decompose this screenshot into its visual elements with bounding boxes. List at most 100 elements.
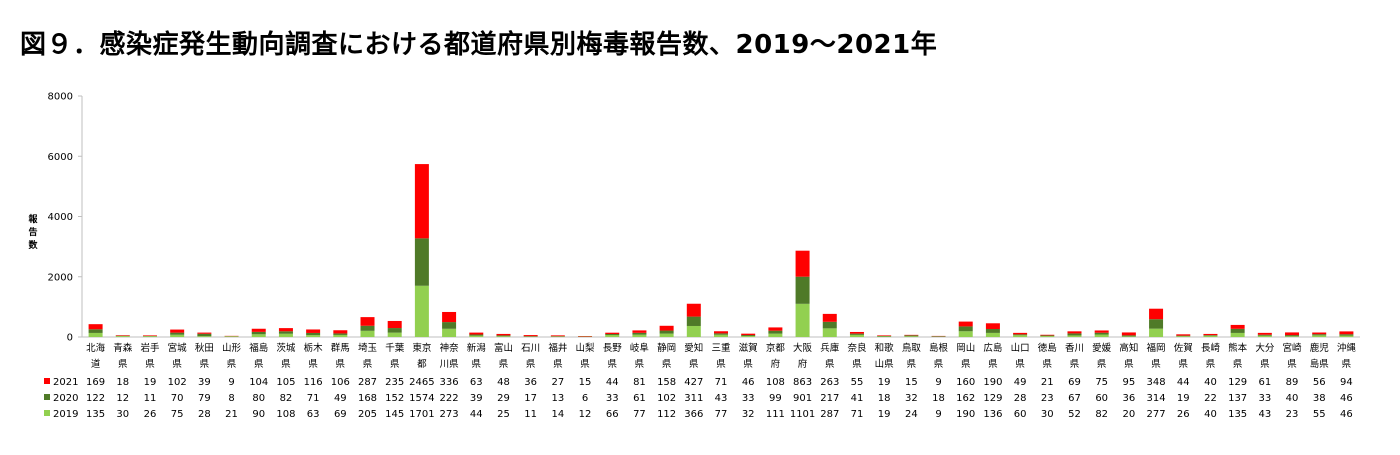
legend-label-2019: 2019	[53, 409, 78, 420]
x-tick-label-line1: 富山	[494, 342, 513, 354]
bar-segment-2021	[1149, 308, 1164, 320]
data-table-cell-2021: 15	[905, 377, 918, 388]
bar-segment-2020	[360, 325, 375, 331]
data-table-cell-2019: 75	[171, 409, 184, 420]
bar-segment-2019	[849, 334, 864, 337]
bar-segment-2020	[1067, 333, 1082, 336]
x-tick-label-line2: 府	[798, 358, 808, 370]
data-table-cell-2020: 49	[334, 393, 347, 404]
y-axis-label-char: 告	[28, 226, 37, 238]
bar-segment-2021	[1176, 334, 1191, 336]
data-table-cell-2021: 69	[1068, 377, 1081, 388]
bar-segment-2019	[795, 303, 810, 337]
data-table-cell-2019: 136	[983, 409, 1002, 420]
data-table-cell-2021: 71	[715, 377, 728, 388]
data-table-cell-2021: 2465	[409, 377, 434, 388]
x-tick-label-line1: 石川	[521, 343, 540, 354]
data-table-cell-2021: 44	[1177, 377, 1190, 388]
data-table-cell-2020: 60	[1095, 393, 1108, 404]
data-table-cell-2019: 12	[579, 409, 592, 420]
x-tick-label-line2: 県	[336, 359, 346, 370]
bar-segment-2021	[795, 250, 810, 277]
data-table-cell-2020: 217	[820, 393, 839, 404]
x-tick-label-line1: 奈良	[847, 342, 867, 354]
bar-segment-2020	[686, 316, 701, 326]
x-tick-label-line2: 県	[363, 359, 373, 370]
bar-segment-2019	[1257, 335, 1272, 337]
x-tick-label-line2: 県	[852, 359, 862, 370]
bar-segment-2020	[741, 335, 756, 337]
x-tick-label-line2: 島県	[1310, 358, 1330, 370]
bar-segment-2021	[877, 335, 892, 336]
bar-segment-2021	[1203, 333, 1218, 336]
data-table-cell-2019: 111	[766, 409, 785, 420]
y-tick-label: 6000	[48, 152, 73, 163]
x-tick-label-line1: 長崎	[1201, 342, 1221, 354]
data-table-cell-2020: 129	[983, 393, 1002, 404]
x-tick-label-line2: 県	[907, 359, 917, 370]
x-tick-label-line2: 県	[499, 359, 509, 370]
data-table-cell-2020: 67	[1068, 393, 1081, 404]
data-table-cell-2021: 336	[440, 377, 459, 388]
data-table-cell-2020: 32	[905, 393, 918, 404]
bar-segment-2019	[1067, 335, 1082, 337]
bar-segment-2021	[387, 320, 402, 329]
data-table-cell-2020: 162	[956, 393, 975, 404]
x-tick-label-line2: 県	[1342, 359, 1352, 370]
bar-segment-2021	[306, 329, 321, 333]
x-tick-label-line2: 県	[743, 359, 753, 370]
x-tick-label-line2: 県	[988, 359, 998, 370]
data-table-cell-2019: 28	[198, 409, 211, 420]
bar-segment-2020	[469, 334, 484, 336]
x-tick-label-line1: 愛媛	[1092, 342, 1112, 354]
x-tick-label-line2: 県	[1179, 359, 1189, 370]
bar-segment-2019	[605, 335, 620, 337]
data-table-cell-2019: 19	[878, 409, 891, 420]
bar-segment-2021	[523, 335, 538, 337]
x-tick-label-line2: 県	[825, 359, 835, 370]
x-tick-label-line2: 県	[553, 359, 563, 370]
bar-segment-2021	[496, 333, 511, 336]
y-tick-label: 8000	[48, 92, 73, 103]
x-tick-label-line1: 岐阜	[630, 342, 649, 354]
data-table-cell-2019: 20	[1123, 409, 1136, 420]
bar-segment-2020	[931, 336, 946, 337]
data-table-cell-2021: 427	[684, 377, 703, 388]
x-tick-label-line1: 千葉	[385, 342, 405, 354]
x-tick-label-line1: 福島	[249, 342, 268, 354]
x-tick-label-line2: 山県	[875, 359, 895, 370]
bar-segment-2021	[1040, 334, 1055, 336]
x-tick-label-line2: 県	[472, 359, 482, 370]
bar-segment-2020	[1094, 332, 1109, 335]
data-table-cell-2020: 71	[307, 393, 320, 404]
legend-key-2020	[44, 394, 50, 400]
bar-segment-2019	[822, 328, 837, 337]
bar-segment-2020	[442, 322, 457, 329]
x-tick-label-line2: 県	[1097, 359, 1107, 370]
x-tick-label-line2: 県	[961, 359, 971, 370]
data-table-cell-2021: 102	[168, 377, 187, 388]
data-table-cell-2019: 66	[606, 409, 619, 420]
data-table-cell-2020: 1574	[409, 393, 434, 404]
chart-title: 図９．感染症発生動向調査における都道府県別梅毒報告数、2019～2021年	[20, 30, 938, 60]
data-table-cell-2021: 95	[1123, 377, 1136, 388]
data-table-cell-2020: 314	[1147, 393, 1166, 404]
data-table-cell-2019: 90	[252, 409, 265, 420]
bar-segment-2019	[904, 336, 919, 337]
data-table-cell-2020: 168	[358, 393, 377, 404]
x-tick-label-line2: 県	[390, 359, 400, 370]
x-tick-label-line2: 県	[1070, 359, 1080, 370]
x-tick-label-line1: 広島	[983, 342, 1002, 354]
bar-segment-2020	[1257, 334, 1272, 336]
data-table-cell-2020: 28	[1014, 393, 1027, 404]
bar-segment-2019	[768, 333, 783, 337]
data-table-cell-2021: 108	[766, 377, 785, 388]
data-table-cell-2019: 14	[551, 409, 564, 420]
bar-segment-2020	[1312, 334, 1327, 336]
bar-segment-2020	[632, 332, 647, 335]
bar-segment-2019	[1339, 335, 1354, 337]
x-tick-label-line1: 群馬	[331, 342, 350, 354]
data-table-cell-2021: 18	[116, 377, 129, 388]
data-table-cell-2020: 122	[86, 393, 105, 404]
